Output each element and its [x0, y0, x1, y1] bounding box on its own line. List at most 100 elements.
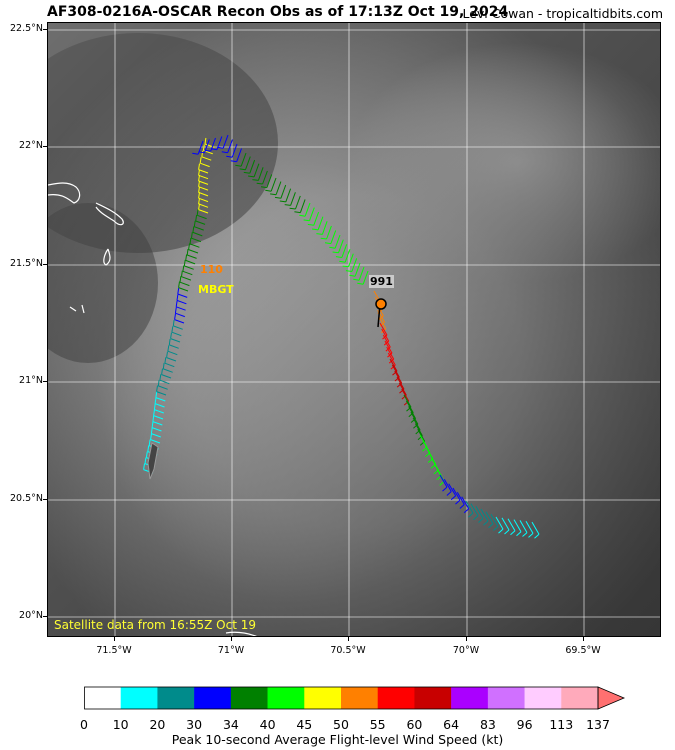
wind-barb-flag	[221, 151, 228, 154]
satellite-timestamp: Satellite data from 16:55Z Oct 19	[54, 618, 256, 632]
wind-barb-flag	[174, 313, 176, 320]
wind-barb	[362, 270, 369, 285]
lat-tick	[43, 29, 47, 30]
colorbar-segment	[561, 687, 599, 709]
lat-tick	[43, 381, 47, 382]
colorbar-tick-label: 0	[80, 717, 88, 732]
lon-label: 71.5°W	[96, 645, 132, 656]
wind-barb	[341, 244, 348, 258]
wind-barb-flag	[488, 523, 494, 529]
wind-barb	[290, 192, 296, 206]
lat-tick	[43, 264, 47, 265]
colorbar-tick-label: 10	[112, 717, 129, 732]
wind-barb-flag	[284, 204, 291, 206]
wind-barb-flag	[185, 254, 188, 261]
wind-barb-flag	[143, 463, 145, 470]
colorbar-segment	[120, 687, 158, 709]
lat-tick	[43, 616, 47, 617]
colorbar-tick-label: 34	[222, 717, 239, 732]
wind-barb	[495, 516, 504, 530]
wind-barb-flag	[289, 207, 296, 210]
wind-barb-flag	[320, 237, 327, 240]
lon-label: 71°W	[217, 645, 245, 656]
wind-barb	[198, 186, 209, 191]
wind-barb-flag	[303, 219, 310, 222]
wind-barb-flag	[166, 351, 168, 358]
colorbar-segment	[267, 687, 305, 709]
wind-barb	[153, 415, 164, 420]
graticule	[48, 23, 660, 636]
lon-label: 70.5°W	[330, 645, 366, 656]
wind-barb-flag	[274, 196, 281, 199]
wind-barb	[194, 226, 204, 231]
wind-barb-flag	[204, 137, 207, 145]
wind-barb	[354, 262, 361, 277]
wind-barb	[414, 423, 423, 436]
wind-barb-flag	[510, 530, 516, 536]
wind-barb-flag	[161, 368, 163, 375]
lat-label: 20.5°N	[9, 493, 43, 504]
wind-barb	[257, 167, 264, 181]
lat-label: 21°N	[19, 375, 43, 386]
wind-barb	[456, 492, 465, 505]
wind-barb	[439, 474, 448, 488]
colorbar-svg	[84, 686, 626, 710]
wind-barb	[156, 391, 167, 396]
credit-text: Levi Cowan - tropicaltidbits.com	[462, 6, 663, 21]
wind-barb	[344, 248, 351, 263]
wind-barb	[384, 340, 393, 354]
wind-barb	[386, 346, 395, 360]
wind-barb	[381, 328, 390, 342]
wind-barb-flag	[217, 146, 224, 149]
wind-barb-flag	[446, 491, 452, 496]
wind-barb-flag	[164, 357, 167, 364]
wind-barb	[161, 374, 172, 379]
wind-barb	[171, 331, 182, 337]
wind-barb-flag	[204, 149, 211, 152]
storm-markers	[147, 298, 387, 480]
colorbar-segment	[84, 687, 122, 709]
wind-barb-flag	[201, 150, 204, 157]
wind-barb	[470, 503, 479, 517]
wind-barb	[401, 388, 410, 402]
wind-barb-flag	[324, 242, 331, 245]
wind-barb	[317, 216, 324, 231]
wind-barb	[152, 421, 163, 426]
wind-barb-flag	[439, 481, 445, 486]
wind-barb-flag	[335, 256, 342, 258]
wind-barb	[403, 394, 412, 408]
colorbar-tick-label: 113	[549, 717, 574, 732]
wind-barb-flag	[176, 294, 179, 301]
wind-barb	[382, 334, 391, 348]
wind-barb-flag	[195, 215, 198, 222]
wind-barb-flag	[380, 328, 387, 334]
wind-barb-flag	[329, 246, 336, 249]
wind-barb	[262, 170, 268, 185]
wind-barb	[178, 287, 189, 292]
wind-barb	[321, 221, 328, 235]
wind-barb-flag	[279, 200, 286, 203]
wind-barb	[182, 270, 193, 276]
map-canvas	[48, 23, 660, 636]
wind-barb-flag	[145, 451, 148, 458]
wind-barb-flag	[235, 164, 242, 167]
wind-barb-flag	[468, 512, 474, 518]
wind-barb-flag	[294, 211, 301, 214]
wind-barb-flag	[379, 321, 385, 327]
wind-barb	[167, 350, 178, 356]
wind-barb	[198, 209, 209, 214]
wind-barb-flag	[159, 374, 162, 381]
obs-label-wind: 110	[200, 263, 223, 276]
wind-barb-flag	[148, 439, 151, 446]
wind-barb	[150, 439, 161, 444]
wind-barb	[490, 514, 499, 527]
wind-barb	[338, 239, 344, 253]
wind-barb-flag	[192, 226, 195, 233]
wind-barb	[408, 406, 417, 419]
wind-barb	[417, 429, 426, 442]
wind-barb	[163, 368, 173, 373]
wind-barb-flag	[353, 278, 360, 281]
colorbar-tick-label: 60	[406, 717, 423, 732]
wind-barb-flag	[156, 385, 158, 392]
wind-barb	[191, 237, 202, 243]
